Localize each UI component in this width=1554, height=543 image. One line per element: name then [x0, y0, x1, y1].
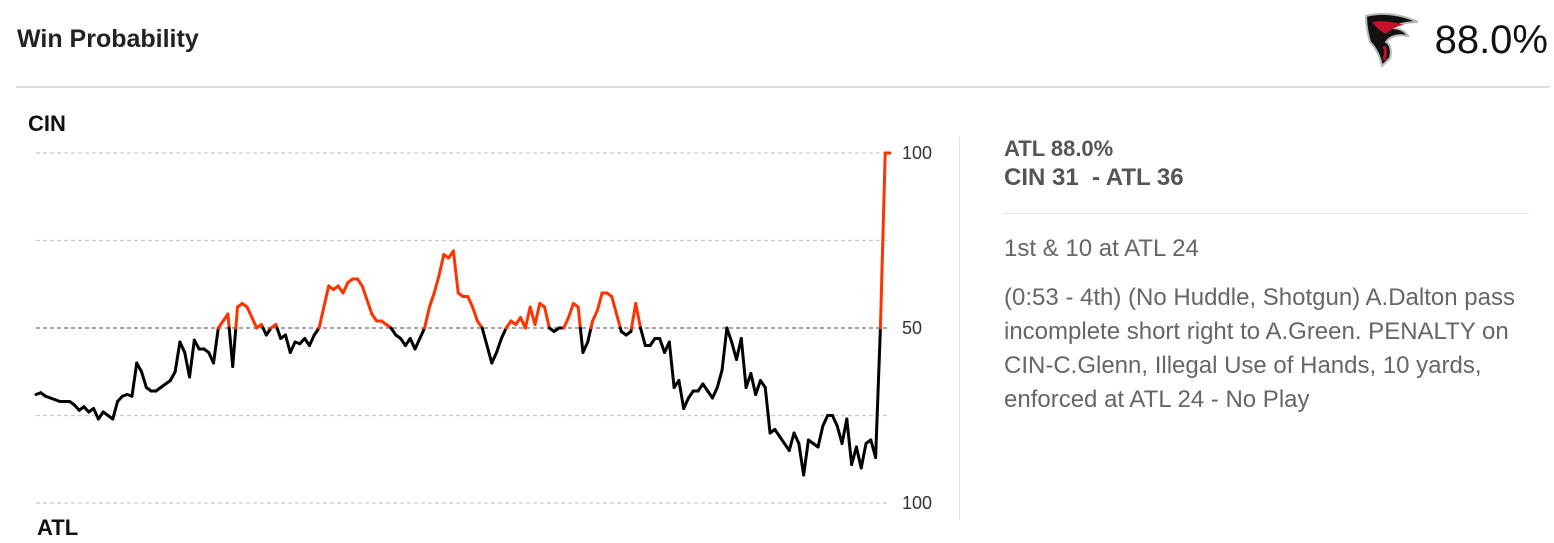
- chart-tick-labels: 100 50 100: [902, 143, 932, 513]
- down-distance: 1st & 10 at ATL 24: [1004, 235, 1199, 262]
- falcons-logo-icon: [1364, 13, 1419, 68]
- series-line-segment: [418, 326, 427, 340]
- series-line-segment: [576, 305, 582, 330]
- series-line-segment: [845, 417, 854, 466]
- series-line-segment: [192, 338, 201, 351]
- series-line-segment: [288, 340, 297, 354]
- series-line-segment: [322, 284, 331, 309]
- series-line-segment: [567, 302, 575, 319]
- series-line-segment: [480, 326, 489, 347]
- y-tick-label: 100: [902, 493, 932, 513]
- series-line-segment: [878, 151, 887, 330]
- series-line-segment: [178, 340, 187, 354]
- series-line-segment: [341, 281, 350, 295]
- series-line-segment: [234, 305, 240, 330]
- team-win-probability: ATL 88.0%: [1004, 136, 1114, 161]
- series-line-segment: [466, 295, 475, 309]
- series-line-segment: [720, 326, 729, 372]
- series-line-segment: [725, 326, 734, 344]
- series-line-segment: [231, 326, 238, 368]
- y-tick-label: 50: [902, 318, 922, 338]
- series-line-segment: [715, 368, 724, 389]
- series-line-segment: [495, 337, 503, 354]
- series-line-segment: [92, 407, 100, 421]
- series-line-segment: [859, 442, 868, 470]
- series-line-segment: [710, 386, 719, 400]
- series-line-segment: [499, 326, 508, 340]
- series-line-segment: [523, 305, 532, 330]
- series-line-segment: [413, 337, 422, 351]
- series-line-segment: [610, 295, 619, 316]
- series-line-segment: [586, 326, 593, 344]
- series-line-segment: [739, 337, 748, 389]
- series-line-segment: [591, 309, 599, 323]
- series-line-segment: [562, 316, 571, 330]
- series-line-segment: [677, 379, 686, 410]
- summary-divider: [1003, 213, 1529, 214]
- series-line-segment: [226, 312, 231, 330]
- series-line-segment: [173, 340, 182, 374]
- game-score: CIN 31 - ATL 36: [1004, 164, 1184, 191]
- series-line-segment: [365, 298, 374, 316]
- win-probability-chart: 100 50 100: [34, 143, 932, 513]
- series-line-segment: [168, 370, 177, 382]
- series-line-segment: [749, 372, 758, 396]
- series-line-segment: [423, 305, 431, 330]
- series-line-segment: [533, 302, 542, 326]
- header-divider: [16, 86, 1550, 88]
- series-line-segment: [830, 414, 839, 428]
- series-line-segment: [451, 249, 460, 295]
- series-line-segment: [792, 431, 801, 445]
- series-line-segment: [578, 326, 585, 354]
- series-line-segment: [427, 291, 436, 309]
- series-line-segment: [658, 337, 667, 354]
- series-line-segment: [639, 326, 647, 347]
- series-line-segment: [797, 442, 806, 477]
- series-line-segment: [135, 361, 144, 374]
- series-line-segment: [682, 396, 690, 410]
- series-line-segment: [471, 305, 479, 323]
- series-line-segment: [667, 340, 676, 389]
- series-line-segment: [307, 333, 316, 347]
- series-line-segment: [432, 274, 441, 295]
- win-probability-value: 88.0%: [1434, 18, 1548, 62]
- series-line-segment: [615, 312, 622, 330]
- play-summary: ATL 88.0% CIN 31 - ATL 36: [1004, 136, 1544, 192]
- series-line-segment: [130, 361, 139, 398]
- series-line-segment: [188, 338, 196, 379]
- series-line-segment: [802, 438, 810, 477]
- series-line-segment: [787, 431, 796, 452]
- series-line-segment: [275, 326, 283, 340]
- series-line-segment: [317, 305, 326, 330]
- series-line-segment: [634, 302, 643, 330]
- series-line-segment: [140, 370, 148, 389]
- bottom-team-label: ATL: [37, 515, 79, 540]
- series-line-segment: [581, 340, 590, 354]
- series-line-segment: [111, 400, 120, 421]
- series-line-segment: [360, 284, 369, 302]
- y-tick-label: 100: [902, 143, 932, 163]
- panel-divider: [959, 137, 960, 520]
- series-line-segment: [595, 291, 604, 312]
- series-line-segment: [874, 326, 882, 459]
- series-line-segment: [754, 379, 762, 396]
- series-line-segment: [763, 386, 772, 435]
- play-description: (0:53 - 4th) (No Huddle, Shotgun) A.Dalt…: [1004, 284, 1515, 413]
- series-line-segment: [543, 305, 551, 330]
- series-line-segment: [821, 414, 830, 428]
- series-line-segment: [212, 326, 220, 365]
- series-line-segment: [816, 424, 825, 449]
- chart-gridlines: [36, 152, 890, 504]
- page-title: Win Probability: [17, 25, 199, 53]
- top-team-label: CIN: [28, 111, 66, 136]
- series-line-segment: [485, 344, 494, 365]
- series-line-segment: [490, 351, 499, 365]
- series-line-segment: [283, 333, 292, 354]
- chart-series: [34, 151, 892, 477]
- series-line-segment: [245, 305, 254, 319]
- series-line-segment: [437, 253, 446, 277]
- series-line-segment: [250, 316, 259, 330]
